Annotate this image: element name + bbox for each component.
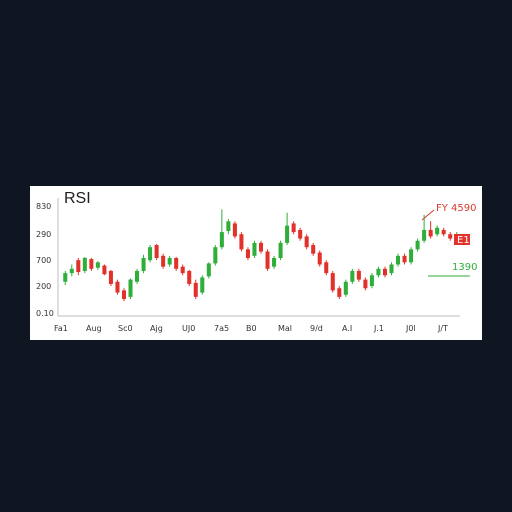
candle-body <box>298 229 303 239</box>
candle-body <box>167 258 172 265</box>
candle-body <box>317 252 322 265</box>
candle-body <box>258 242 264 252</box>
annotation-pointer <box>421 209 435 221</box>
candle-body <box>441 229 446 235</box>
candle-body <box>272 258 277 267</box>
candle-body <box>154 245 159 258</box>
candle-body <box>121 290 127 300</box>
candle-body <box>161 255 166 267</box>
x-tick-label: Fa1 <box>54 324 68 333</box>
candle-body <box>200 277 205 293</box>
candle-body <box>415 240 420 250</box>
candle-body <box>187 270 192 284</box>
candle-body <box>304 236 309 248</box>
x-tick-label: UJ0 <box>182 324 195 333</box>
candle-body <box>428 229 433 237</box>
annotation-top: FY 4590 <box>436 203 477 214</box>
annotation-box-label: E1 <box>457 235 470 246</box>
candle-body <box>245 249 250 258</box>
candle-body <box>63 273 68 282</box>
candle-body <box>128 279 133 297</box>
candle-body <box>174 258 179 269</box>
chart-title: RSI <box>64 190 91 207</box>
candle-body <box>226 221 231 231</box>
x-tick-label: J0l <box>405 324 416 333</box>
candle-body <box>278 242 283 258</box>
candle-body <box>206 263 211 277</box>
candle-body <box>89 259 94 269</box>
candle-body <box>324 262 329 274</box>
annotation-box <box>454 234 470 245</box>
y-tick-label: 0.10 <box>36 309 54 318</box>
candle-body <box>95 262 100 268</box>
candle-body <box>291 223 296 233</box>
candle-body <box>82 258 87 271</box>
candle-body <box>311 245 316 254</box>
candle-body <box>395 255 401 265</box>
y-tick-label: 700 <box>36 256 51 265</box>
candle-body <box>356 270 361 280</box>
y-tick-label: 200 <box>36 282 51 291</box>
candle-body <box>232 223 237 237</box>
candle-body <box>108 270 113 284</box>
x-tick-label: Sc0 <box>118 324 133 333</box>
candle-body <box>382 268 387 276</box>
x-tick-label: J/T <box>437 324 448 333</box>
candle-body <box>69 268 74 274</box>
candle-body <box>148 247 153 261</box>
candle-body <box>285 225 290 243</box>
chart-panel: RSI 830 290 700 200 0.10 Fa1 Aug Sc0 Ajg UJ0 7a5 B0… <box>30 186 482 340</box>
candle-body <box>213 247 218 264</box>
candle-body <box>265 251 270 269</box>
candle-body <box>343 281 348 295</box>
candle-body <box>422 229 427 241</box>
x-tick-label: A.I <box>342 324 352 333</box>
x-tick-label: 9/d <box>310 324 323 333</box>
annotation-bottom: 1390 <box>452 262 477 273</box>
candle-body <box>389 264 394 274</box>
candle-body <box>115 281 120 293</box>
candle-body <box>102 265 107 275</box>
candle-body <box>435 227 440 235</box>
x-tick-label: B0 <box>246 324 257 333</box>
candle-body <box>369 275 374 287</box>
candle-body <box>193 282 198 297</box>
candle-body <box>363 279 368 289</box>
y-tick-label: 290 <box>36 230 51 239</box>
candle-body <box>330 273 335 291</box>
candle-body <box>252 242 257 256</box>
candle-body <box>448 234 453 239</box>
candle-body <box>239 234 244 250</box>
candle-body <box>180 266 185 274</box>
x-tick-label: Aug <box>86 324 102 333</box>
x-tick-label: Ajg <box>150 324 163 333</box>
candle-body <box>76 260 81 273</box>
candle-body <box>135 270 140 282</box>
candle-body <box>141 258 146 271</box>
candle-body <box>409 249 414 263</box>
x-tick-label: J.1 <box>373 324 384 333</box>
x-tick-label: Mal <box>278 324 292 333</box>
candle-body <box>337 288 342 297</box>
candle-body <box>219 232 224 248</box>
x-tick-label: 7a5 <box>214 324 229 333</box>
candle-body <box>376 268 381 276</box>
candle-body <box>402 255 407 263</box>
y-tick-label: 830 <box>36 202 51 211</box>
candle-body <box>350 270 355 282</box>
